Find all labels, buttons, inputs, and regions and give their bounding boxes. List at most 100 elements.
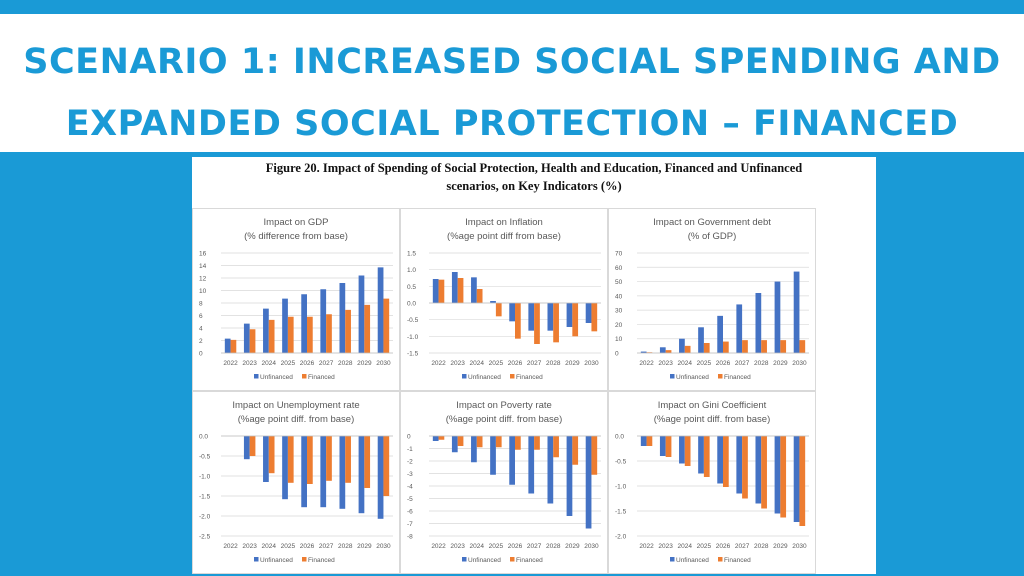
x-tick-label: 2030 (792, 543, 807, 550)
bar-unfinanced-2027 (528, 303, 535, 331)
legend-label-financed: Financed (516, 374, 543, 381)
x-tick-label: 2022 (223, 543, 238, 550)
bar-financed-2026 (307, 436, 313, 484)
x-tick-label: 2030 (584, 543, 599, 550)
chart-svg: Impact on Government debt (% of GDP) 0 10 20… (615, 217, 809, 381)
bar-unfinanced-2026 (509, 303, 515, 322)
y-tick-label: -8 (407, 534, 413, 541)
bar-unfinanced-2026 (301, 436, 307, 508)
x-tick-label: 2029 (773, 360, 788, 367)
legend-swatch-financed (510, 374, 515, 379)
chart-panel-poverty: Impact on Poverty rate (%age point diff. … (400, 391, 608, 574)
bar-financed-2024 (476, 289, 483, 303)
x-tick-label: 2029 (773, 543, 788, 550)
bar-financed-2026 (307, 316, 313, 353)
legend-swatch-unfinanced (462, 557, 467, 562)
legend-swatch-financed (510, 557, 515, 562)
bar-financed-2027 (326, 314, 332, 353)
bar-unfinanced-2023 (451, 272, 458, 303)
y-tick-label: 10 (199, 288, 207, 295)
chart-panel-gini: Impact on Gini Coefficient (%age point di… (608, 391, 816, 574)
bar-unfinanced-2023 (243, 436, 250, 460)
x-tick-label: 2022 (431, 543, 446, 550)
legend-swatch-unfinanced (670, 374, 675, 379)
bar-financed-2022 (646, 436, 653, 446)
bar-unfinanced-2030 (585, 303, 592, 323)
chart-svg: Impact on Inflation (%age point diff from… (407, 217, 601, 381)
y-tick-label: -0.5 (615, 459, 627, 466)
bar-financed-2024 (268, 319, 275, 353)
bar-financed-2029 (780, 436, 787, 518)
bar-financed-2027 (742, 436, 748, 499)
bar-financed-2030 (799, 436, 806, 526)
bar-unfinanced-2025 (282, 436, 288, 500)
bar-unfinanced-2023 (243, 323, 250, 353)
bar-unfinanced-2024 (263, 436, 269, 482)
chart-title: Impact on GDP (264, 217, 329, 228)
y-tick-label: -1.5 (615, 509, 627, 516)
bar-unfinanced-2025 (282, 298, 288, 353)
bar-unfinanced-2030 (585, 436, 592, 529)
chart-title: Impact on Gini Coefficient (658, 400, 767, 411)
legend-label-unfinanced: Unfinanced (260, 374, 293, 381)
x-tick-label: 2028 (338, 543, 353, 550)
bar-financed-2026 (515, 303, 521, 339)
chart-title: Impact on Inflation (465, 217, 543, 228)
bar-unfinanced-2027 (736, 436, 743, 494)
legend-swatch-unfinanced (254, 374, 259, 379)
bar-unfinanced-2029 (358, 436, 365, 514)
bar-unfinanced-2022 (432, 279, 439, 303)
bar-financed-2022 (438, 436, 445, 440)
y-tick-label: 10 (615, 336, 623, 343)
bar-unfinanced-2028 (755, 293, 762, 353)
x-tick-label: 2025 (489, 543, 504, 550)
y-tick-label: 6 (199, 313, 203, 320)
bar-financed-2030 (591, 303, 598, 332)
bar-unfinanced-2023 (659, 347, 666, 353)
x-tick-label: 2028 (546, 360, 561, 367)
x-tick-label: 2026 (716, 543, 731, 550)
x-tick-label: 2023 (450, 543, 465, 550)
y-tick-label: -1.5 (407, 351, 419, 358)
bar-financed-2030 (383, 436, 390, 496)
x-tick-label: 2024 (470, 543, 485, 550)
legend-label-financed: Financed (724, 557, 751, 564)
bar-financed-2023 (457, 436, 464, 446)
x-tick-label: 2028 (754, 360, 769, 367)
bar-financed-2027 (742, 340, 748, 353)
x-tick-label: 2025 (697, 360, 712, 367)
legend-swatch-financed (718, 557, 723, 562)
bar-financed-2029 (780, 340, 787, 353)
bar-unfinanced-2029 (358, 275, 365, 353)
top-accent-bar (0, 0, 1024, 14)
y-tick-label: -0.5 (407, 317, 419, 324)
y-tick-label: -3 (407, 471, 413, 478)
bar-financed-2030 (799, 340, 806, 353)
figure-caption-line-2: scenarios, on Key Indicators (%) (446, 179, 622, 193)
figure-caption-line-1: Figure 20. Impact of Spending of Social … (265, 161, 803, 175)
chart-svg: Impact on GDP (% difference from base) 0 2 4… (199, 217, 393, 381)
y-tick-label: -7 (407, 521, 413, 528)
legend-label-unfinanced: Unfinanced (676, 557, 709, 564)
x-tick-label: 2024 (678, 543, 693, 550)
x-tick-label: 2030 (792, 360, 807, 367)
bar-unfinanced-2023 (659, 436, 666, 456)
x-tick-label: 2027 (527, 543, 542, 550)
y-tick-label: 0.0 (199, 434, 208, 441)
y-tick-label: -6 (407, 509, 413, 516)
x-tick-label: 2028 (754, 543, 769, 550)
y-tick-label: 30 (615, 308, 623, 315)
chart-panel-gdp: Impact on GDP (% difference from base) 0 2 4… (192, 208, 400, 391)
bar-financed-2023 (665, 350, 672, 353)
y-tick-label: 70 (615, 251, 623, 258)
x-tick-label: 2028 (338, 360, 353, 367)
y-tick-label: -1.5 (199, 494, 211, 501)
x-tick-label: 2022 (223, 360, 238, 367)
bar-unfinanced-2028 (755, 436, 762, 504)
x-tick-label: 2026 (716, 360, 731, 367)
bar-financed-2028 (345, 309, 351, 353)
bar-financed-2023 (665, 436, 672, 457)
y-tick-label: 0 (407, 434, 411, 441)
y-tick-label: 2 (199, 338, 203, 345)
y-tick-label: -1.0 (199, 474, 211, 481)
